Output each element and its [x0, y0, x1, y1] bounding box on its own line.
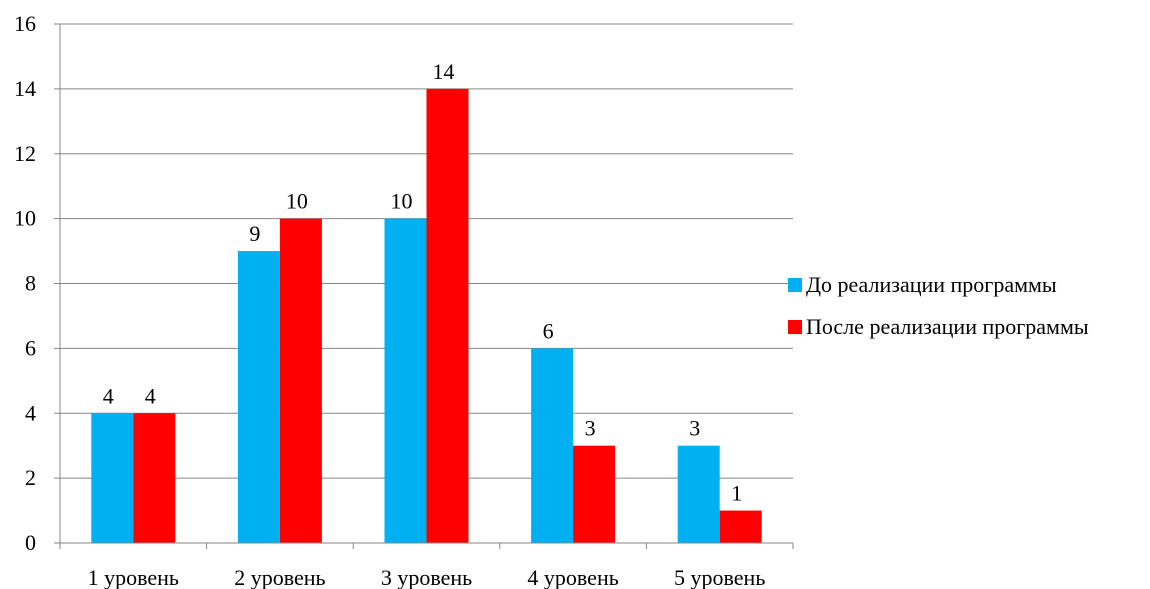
legend-label-after: После реализации программы	[806, 314, 1089, 339]
y-tick-label: 16	[14, 11, 36, 36]
x-tick-label: 2 уровень	[234, 565, 325, 589]
x-tick-label: 5 уровень	[674, 565, 765, 589]
legend-label-before: До реализации программы	[806, 272, 1057, 297]
bar-after	[426, 88, 469, 543]
x-tick-label: 1 уровень	[88, 565, 179, 589]
legend-swatch-after	[788, 320, 802, 334]
data-label: 14	[433, 59, 455, 84]
y-tick-label: 4	[25, 400, 36, 425]
bar-before	[237, 251, 280, 543]
legend: До реализации программы После реализации…	[788, 270, 1089, 354]
legend-item-after: После реализации программы	[788, 312, 1089, 342]
legend-swatch-before	[788, 278, 802, 292]
axes	[54, 23, 794, 549]
data-labels: 4 4 9 10 10 14 6 3 3 1	[103, 59, 742, 506]
bar-before	[91, 413, 134, 543]
y-tick-label: 0	[25, 530, 36, 555]
bar-after	[573, 445, 616, 543]
data-label: 3	[585, 416, 596, 441]
bar-before	[384, 218, 427, 543]
legend-item-before: До реализации программы	[788, 270, 1089, 300]
data-label: 10	[391, 189, 413, 214]
bar-before	[677, 445, 720, 543]
bars	[91, 88, 762, 543]
y-tick-label: 12	[14, 141, 36, 166]
y-tick-label: 6	[25, 335, 36, 360]
y-tick-label: 2	[25, 465, 36, 490]
data-label: 6	[543, 318, 554, 343]
bar-after	[133, 413, 176, 543]
data-label: 10	[286, 189, 308, 214]
data-label: 4	[145, 383, 156, 408]
data-label: 9	[249, 221, 260, 246]
bar-before	[531, 348, 574, 543]
x-tick-labels: 1 уровень 2 уровень 3 уровень 4 уровень 5 ур…	[88, 565, 766, 589]
data-label: 3	[689, 416, 700, 441]
x-tick-label: 4 уровень	[527, 565, 618, 589]
y-tick-label: 8	[25, 271, 36, 296]
y-tick-label: 14	[14, 76, 36, 101]
y-tick-label: 10	[14, 206, 36, 231]
bar-after	[719, 510, 762, 543]
data-label: 1	[731, 481, 742, 506]
data-label: 4	[103, 383, 114, 408]
y-tick-labels: 0 2 4 6 8 10 12 14 16	[14, 11, 36, 555]
bar-after	[279, 218, 322, 543]
x-tick-label: 3 уровень	[381, 565, 472, 589]
